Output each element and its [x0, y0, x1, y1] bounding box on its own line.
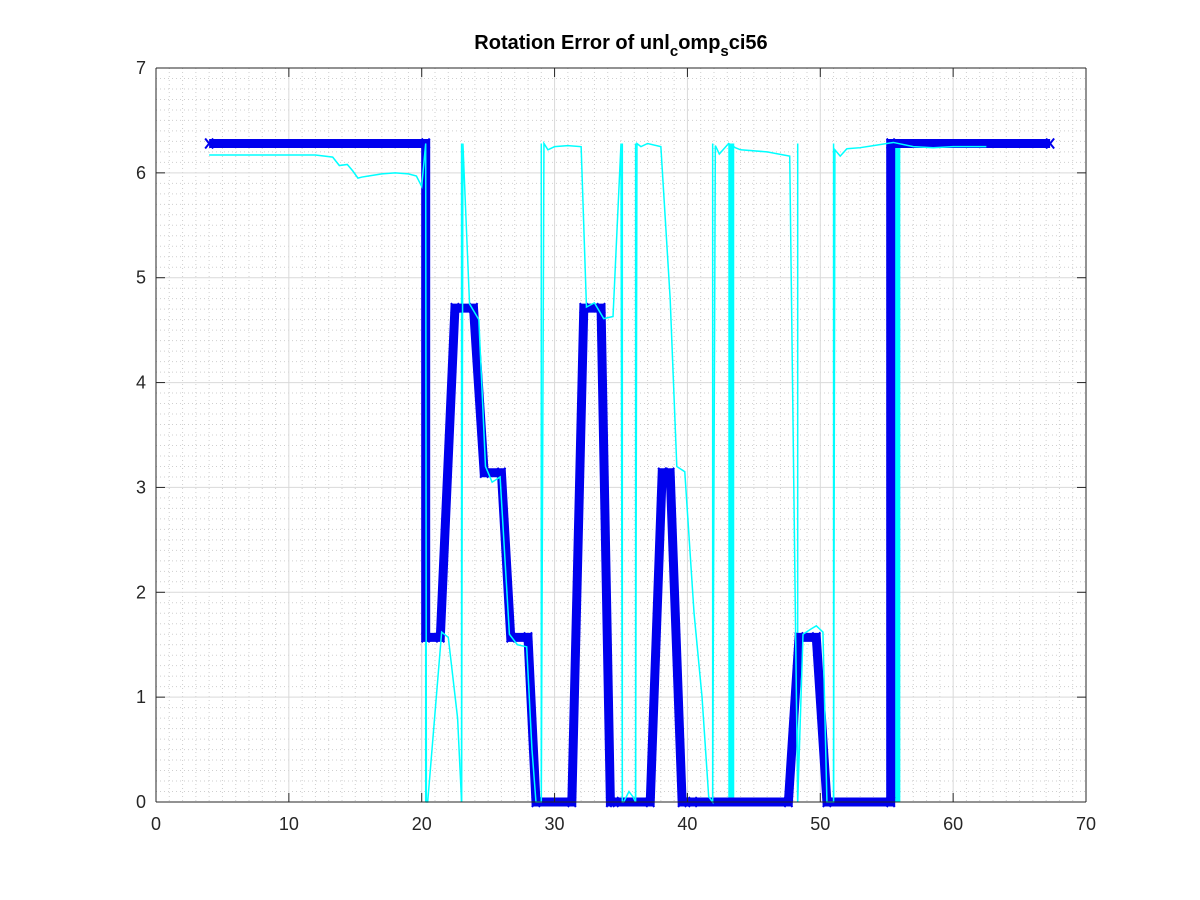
series-point-marker: [1045, 137, 1055, 150]
title-part: Rotation Error of unl: [474, 32, 670, 54]
x-tick-labels: 0 10 20 30 40 50 60 70: [151, 814, 1096, 834]
x-tick-label: 20: [412, 814, 432, 834]
series-point-marker: [665, 467, 675, 479]
x-tick-label: 60: [943, 814, 963, 834]
title-part: ci56: [729, 32, 768, 54]
major-grid: [155, 67, 1087, 803]
series-point-marker: [450, 302, 460, 314]
y-tick-label: 0: [136, 792, 146, 812]
y-tick-label: 6: [136, 163, 146, 183]
y-tick-label: 4: [136, 373, 146, 393]
x-tick-label: 70: [1076, 814, 1096, 834]
series-line-thick: [209, 139, 1051, 807]
y-tick-label: 5: [136, 268, 146, 288]
series-layer: [204, 137, 1055, 808]
x-tick-label: 50: [810, 814, 830, 834]
x-tick-label: 10: [279, 814, 299, 834]
y-tick-label: 7: [136, 58, 146, 78]
x-tick-label: 40: [677, 814, 697, 834]
title-subscript: s: [720, 43, 728, 60]
x-tick-label: 30: [545, 814, 565, 834]
x-tick-label: 0: [151, 814, 161, 834]
y-tick-label: 2: [136, 582, 146, 602]
title-part: omp: [678, 32, 720, 54]
series-point-marker: [596, 302, 606, 314]
series-point-marker: [657, 467, 667, 479]
axes-layer: [155, 67, 1087, 803]
series-point-marker: [204, 137, 214, 150]
y-tick-label: 3: [136, 477, 146, 497]
title-subscript: c: [670, 43, 678, 60]
chart-title: Rotation Error of unlcompsci56: [474, 32, 767, 60]
y-tick-label: 1: [136, 687, 146, 707]
series-line-thin: [209, 140, 987, 805]
series-point-marker: [523, 631, 533, 643]
y-tick-labels: 0 1 2 3 4 5 6 7: [136, 58, 146, 812]
series-point-marker: [811, 631, 822, 643]
series-point-marker: [496, 467, 507, 479]
